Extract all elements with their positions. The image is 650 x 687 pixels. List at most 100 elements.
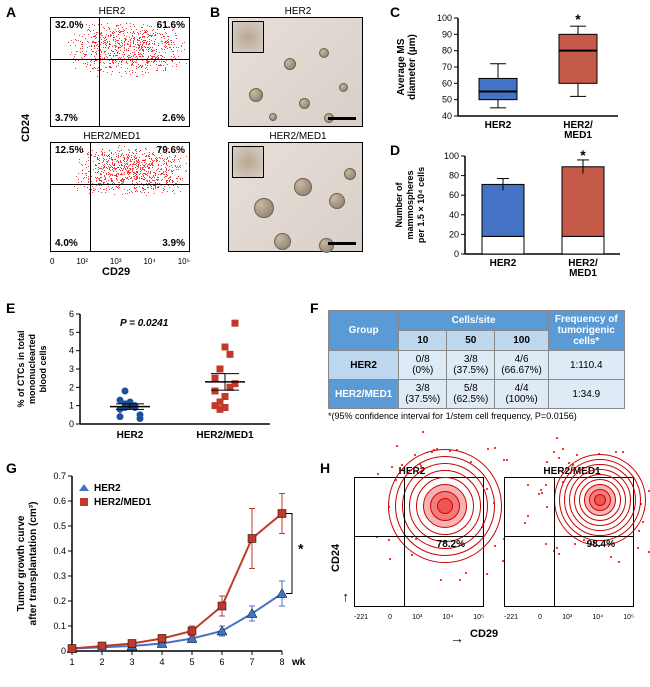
svg-text:HER2/MED1: HER2/MED1 [94, 497, 152, 508]
a-q3: 3.7% [55, 113, 78, 124]
th-50: 50 [447, 331, 495, 351]
svg-text:MED1: MED1 [569, 268, 597, 278]
svg-text:6: 6 [219, 657, 224, 667]
a-xticks: 010²10³10⁴10⁵ [50, 257, 190, 266]
panel-c-chart: 405060708090100Average MSdiameter (µm)HE… [390, 10, 640, 140]
svg-text:Number of: Number of [394, 181, 404, 227]
svg-text:7: 7 [249, 657, 254, 667]
a-ylabel: CD24 [20, 114, 32, 142]
svg-text:2: 2 [99, 657, 104, 667]
panel-e-chart: 0123456% of CTCs in totalmononucleartedb… [10, 306, 290, 446]
th-100: 100 [495, 331, 549, 351]
th-cells: Cells/site [399, 311, 549, 331]
b-micro-bot [228, 142, 363, 252]
svg-text:wk: wk [291, 657, 306, 668]
h-pct-l: 78.2% [437, 539, 465, 550]
panel-f: Group Cells/site Frequency of tumorigeni… [328, 310, 625, 421]
a-scatter-her2: 32.0% 61.6% 3.7% 2.6% [50, 17, 190, 127]
panel-a: HER2 32.0% 61.6% 3.7% 2.6% HER2/MED1 12.… [32, 6, 192, 252]
svg-text:HER2/MED1: HER2/MED1 [196, 430, 254, 441]
svg-text:4: 4 [159, 657, 164, 667]
svg-text:2: 2 [69, 382, 74, 392]
svg-text:0: 0 [69, 419, 74, 429]
label-a: A [6, 4, 16, 20]
svg-text:0.4: 0.4 [53, 546, 66, 556]
a-xlabel: CD29 [102, 266, 130, 278]
a-q2: 61.6% [157, 20, 185, 31]
svg-text:0.7: 0.7 [53, 471, 66, 481]
svg-text:HER2: HER2 [94, 483, 121, 494]
svg-text:3: 3 [69, 364, 74, 374]
h-plot-r: 98.4% [504, 477, 634, 607]
r2-g: HER2/MED1 [329, 380, 399, 409]
f-table: Group Cells/site Frequency of tumorigeni… [328, 310, 625, 409]
svg-text:Average MS: Average MS [396, 38, 407, 95]
svg-text:% of CTCs in total: % of CTCs in total [16, 331, 26, 408]
svg-text:mammospheres: mammospheres [405, 170, 415, 239]
svg-text:0.6: 0.6 [53, 496, 66, 506]
th-10: 10 [399, 331, 447, 351]
a-q4: 2.6% [162, 113, 185, 124]
label-f: F [310, 300, 319, 316]
svg-text:after transplantation (cm³): after transplantation (cm³) [28, 502, 39, 626]
a2-q1: 12.5% [55, 145, 83, 156]
svg-text:60: 60 [442, 78, 452, 88]
svg-text:*: * [580, 148, 586, 163]
svg-text:80: 80 [449, 171, 459, 181]
svg-text:70: 70 [442, 62, 452, 72]
svg-text:MED1: MED1 [564, 130, 592, 140]
svg-text:20: 20 [449, 229, 459, 239]
r2-f: 1:34.9 [548, 380, 624, 409]
a-scatter-med1: 12.5% 79.6% 4.0% 3.9% [50, 142, 190, 252]
panel-b: HER2 HER2/MED1 [228, 6, 368, 252]
label-b: B [210, 4, 220, 20]
b-micro-top [228, 17, 363, 127]
r1-50: 3/8 (37.5%) [447, 351, 495, 380]
h-ylabel: CD24 [330, 544, 342, 572]
r1-10: 0/8 (0%) [399, 351, 447, 380]
svg-text:40: 40 [449, 210, 459, 220]
svg-text:0: 0 [61, 646, 66, 656]
svg-text:HER2: HER2 [117, 430, 144, 441]
r1-100: 4/6 (66.67%) [495, 351, 549, 380]
a2-q4: 3.9% [162, 238, 185, 249]
svg-text:blood cells: blood cells [38, 345, 48, 392]
h-xlabel: CD29 [470, 628, 498, 640]
r2-50: 5/8 (62.5%) [447, 380, 495, 409]
svg-text:diameter (µm): diameter (µm) [407, 34, 418, 100]
svg-text:90: 90 [442, 29, 452, 39]
svg-text:5: 5 [69, 327, 74, 337]
h-xticks-l: -221010³10⁴10⁵ [354, 614, 484, 621]
svg-text:*: * [575, 11, 581, 27]
svg-text:3: 3 [129, 657, 134, 667]
r2-100: 4/4 (100%) [495, 380, 549, 409]
h-pct-r: 98.4% [587, 539, 615, 550]
h-xticks-r: -221010³10⁴10⁵ [504, 614, 634, 621]
scalebar [328, 117, 356, 120]
svg-text:per 1.5 × 10⁴ cells: per 1.5 × 10⁴ cells [416, 167, 426, 243]
svg-text:HER2: HER2 [490, 258, 517, 269]
a2-q2: 79.6% [157, 145, 185, 156]
scalebar [328, 242, 356, 245]
svg-text:0: 0 [454, 249, 459, 259]
svg-text:P = 0.0241: P = 0.0241 [120, 318, 169, 329]
svg-text:60: 60 [449, 190, 459, 200]
r1-g: HER2 [329, 351, 399, 380]
r1-f: 1:110.4 [548, 351, 624, 380]
svg-text:mononuclearted: mononuclearted [27, 334, 37, 404]
svg-text:0.5: 0.5 [53, 521, 66, 531]
svg-text:0.1: 0.1 [53, 621, 66, 631]
svg-text:40: 40 [442, 111, 452, 121]
svg-text:4: 4 [69, 346, 74, 356]
h-plot-l: 78.2% [354, 477, 484, 607]
svg-text:*: * [298, 541, 304, 557]
svg-text:8: 8 [279, 657, 284, 667]
svg-text:HER2: HER2 [485, 120, 512, 131]
a2-q3: 4.0% [55, 238, 78, 249]
svg-text:0.3: 0.3 [53, 571, 66, 581]
a-title-top: HER2 [32, 6, 192, 17]
svg-text:80: 80 [442, 46, 452, 56]
th-group: Group [329, 311, 399, 351]
a-q1: 32.0% [55, 20, 83, 31]
r2-10: 3/8 (37.5%) [399, 380, 447, 409]
